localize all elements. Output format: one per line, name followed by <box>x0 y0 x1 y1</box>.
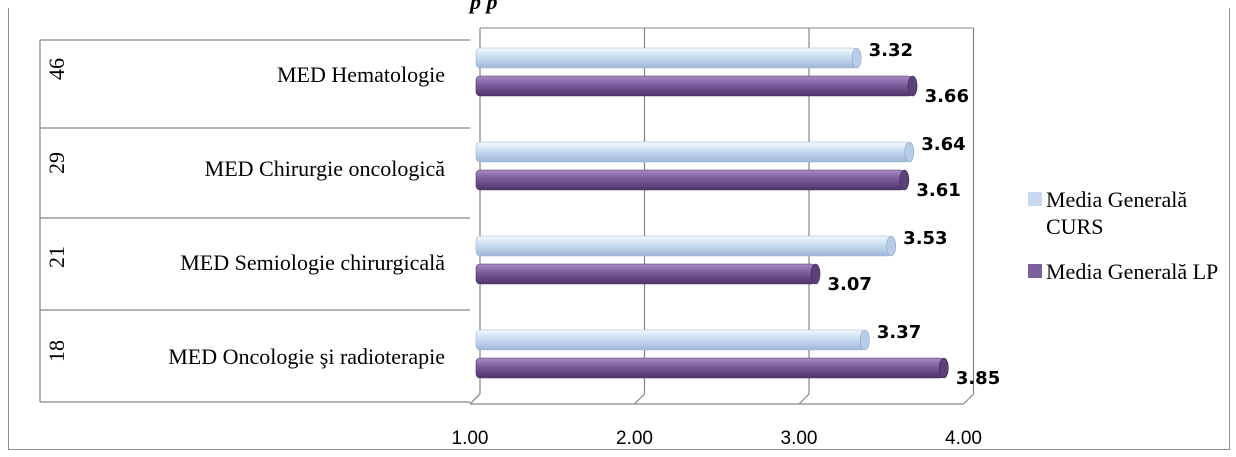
data-label-lp-21: 3.07 <box>828 274 872 295</box>
x-tick-label: 4.00 <box>945 428 982 449</box>
floor-gridline <box>634 393 645 405</box>
bar-lp-21 <box>475 263 816 285</box>
floor-gridline <box>963 393 974 405</box>
data-label-lp-18: 3.85 <box>956 368 1000 389</box>
category-number-21: 21 <box>44 246 69 268</box>
category-label-21: MED Semiologie chirurgicală <box>180 250 445 275</box>
x-tick-label: 1.00 <box>452 428 489 449</box>
floor-gridline <box>798 393 810 405</box>
data-label-curs-29: 3.64 <box>921 134 965 155</box>
data-label-curs-46: 3.32 <box>869 40 913 61</box>
data-label-lp-29: 3.61 <box>916 180 960 201</box>
legend-label-curs: Media Generală CURS <box>1046 187 1188 239</box>
bar-curs-29 <box>475 141 910 163</box>
bars <box>475 47 949 379</box>
bar-curs-21 <box>475 235 892 257</box>
legend-swatch-lp <box>1028 264 1042 278</box>
legend-item-lp: Media Generală LP <box>1028 258 1233 285</box>
data-labels: 3.32 3.66 3.64 3.61 3.53 3.07 3.37 3.85 <box>828 40 1001 389</box>
category-labels: MED Hematologie 46 MED Chirurgie oncologic… <box>44 58 445 369</box>
bar-cap-lp-46 <box>907 75 918 97</box>
x-tick-label: 2.00 <box>616 428 653 449</box>
data-label-curs-18: 3.37 <box>877 322 921 343</box>
bar-cap-lp-29 <box>899 169 910 191</box>
bar-cap-curs-18 <box>860 329 870 351</box>
legend: Media Generală CURS Media Generală LP <box>1028 186 1233 303</box>
left-wall-edge <box>469 393 481 405</box>
gridlines <box>39 27 975 405</box>
bar-lp-46 <box>475 75 913 97</box>
category-label-29: MED Chirurgie oncologică <box>205 156 446 181</box>
category-label-46: MED Hematologie <box>277 62 445 87</box>
chart-title-fragment: p p <box>470 0 498 14</box>
category-number-46: 46 <box>44 58 69 80</box>
bar-cap-curs-46 <box>851 47 862 69</box>
legend-label-lp: Media Generală LP <box>1046 259 1219 284</box>
bar-cap-lp-18 <box>939 357 949 379</box>
bar-cap-curs-21 <box>886 235 896 257</box>
data-label-lp-46: 3.66 <box>925 86 969 107</box>
bar-lp-29 <box>475 169 905 191</box>
bar-curs-18 <box>475 329 866 351</box>
legend-item-curs: Media Generală CURS <box>1028 186 1233 240</box>
legend-swatch-curs <box>1028 192 1042 206</box>
x-axis-ticks: 1.00 2.00 3.00 4.00 <box>452 428 982 449</box>
category-number-29: 29 <box>44 152 69 174</box>
category-number-18: 18 <box>44 340 69 362</box>
x-tick-label: 3.00 <box>781 428 818 449</box>
bar-curs-46 <box>475 47 857 69</box>
category-label-18: MED Oncologie şi radioterapie <box>168 344 445 369</box>
bar-lp-18 <box>475 357 945 379</box>
bar-cap-curs-29 <box>904 141 915 163</box>
data-label-curs-21: 3.53 <box>903 228 947 249</box>
bar-cap-lp-21 <box>810 263 821 285</box>
